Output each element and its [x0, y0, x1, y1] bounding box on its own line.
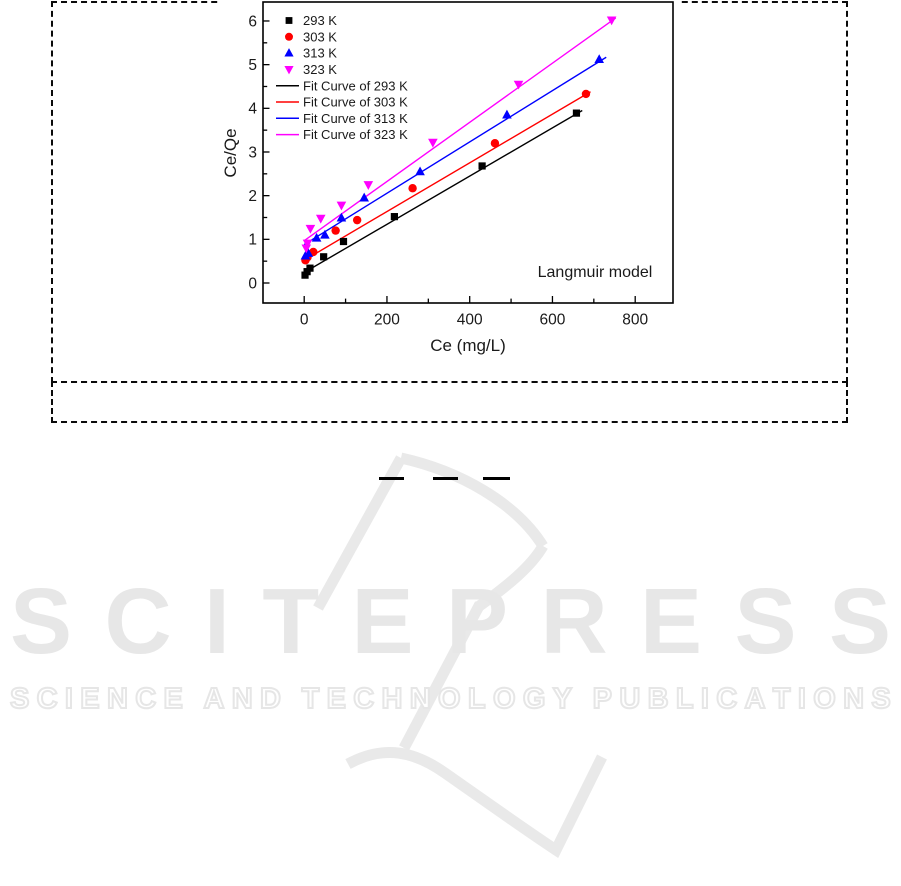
series-293K — [301, 109, 581, 279]
svg-text:5: 5 — [248, 57, 257, 74]
fit-lines — [303, 17, 617, 274]
axis-ticks — [263, 20, 636, 303]
svg-text:400: 400 — [457, 312, 483, 329]
svg-text:2: 2 — [248, 188, 257, 205]
svg-text:200: 200 — [374, 312, 400, 329]
citation-dash — [379, 477, 404, 480]
x-axis-title: Ce (mg/L) — [430, 336, 506, 355]
svg-text:4: 4 — [248, 101, 257, 118]
series-markers — [300, 16, 617, 279]
series-323K — [301, 16, 617, 254]
svg-text:3: 3 — [248, 144, 257, 161]
svg-text:323 K: 323 K — [303, 62, 337, 77]
svg-text:600: 600 — [540, 312, 566, 329]
svg-text:Fit Curve of 293 K: Fit Curve of 293 K — [303, 78, 408, 93]
series-313K — [300, 54, 605, 260]
citation-dash — [483, 477, 510, 480]
svg-text:Fit Curve of 323 K: Fit Curve of 323 K — [303, 127, 408, 142]
model-annotation: Langmuir model — [538, 264, 653, 281]
y-axis-title: Ce/Qe — [221, 128, 240, 177]
svg-text:1: 1 — [248, 232, 257, 249]
langmuir-isotherm-figure: 0 200 400 600 800 0 1 2 3 4 5 6 293 K 303 K 313 K 323 … — [220, 0, 678, 366]
svg-text:Fit Curve of 303 K: Fit Curve of 303 K — [303, 95, 408, 110]
svg-text:800: 800 — [622, 312, 648, 329]
svg-text:313 K: 313 K — [303, 46, 337, 61]
svg-text:Fit Curve of 313 K: Fit Curve of 313 K — [303, 111, 408, 126]
svg-text:303 K: 303 K — [303, 29, 337, 44]
caption-annotation-box — [51, 381, 848, 423]
svg-text:0: 0 — [300, 312, 309, 329]
svg-text:293 K: 293 K — [303, 13, 337, 28]
citation-dash — [433, 477, 458, 480]
svg-text:6: 6 — [248, 13, 257, 30]
tick-labels: 0 200 400 600 800 0 1 2 3 4 5 6 — [248, 13, 648, 328]
svg-text:0: 0 — [248, 275, 257, 292]
